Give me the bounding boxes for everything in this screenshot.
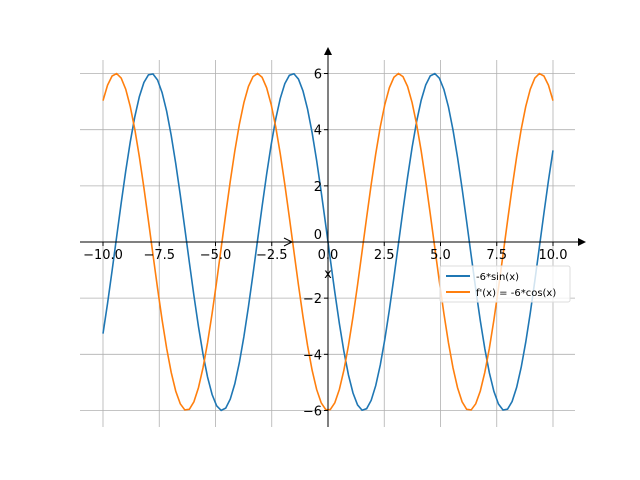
y-tick-label: −2 (303, 292, 322, 307)
x-tick-label: −2.5 (256, 248, 288, 263)
x-tick-label: 0.0 (318, 248, 339, 263)
x-tick-label: 10.0 (539, 248, 568, 263)
ticks: −10.0 −7.5 −5.0 −2.5 0.0 2.5 5.0 7.5 10.0 −6 −4 −2 0… (83, 68, 567, 420)
legend-box (439, 265, 571, 303)
axes (80, 47, 586, 427)
legend-label-cos: f'(x) = -6*cos(x) (476, 288, 556, 299)
x-tick-label: −10.0 (83, 248, 123, 263)
y-label-marker-icon (283, 237, 294, 247)
x-axis-label: x (324, 267, 332, 282)
y-tick-label: 4 (314, 124, 322, 139)
y-tick-label: −6 (303, 404, 322, 419)
x-axis-arrow-icon (578, 238, 586, 246)
y-axis-arrow-icon (324, 47, 332, 55)
legend: -6*sin(x) f'(x) = -6*cos(x) (439, 265, 571, 303)
y-tick-label: 0 (314, 228, 322, 243)
x-tick-label: 5.0 (430, 248, 451, 263)
y-tick-label: 2 (314, 180, 322, 195)
x-tick-label: −7.5 (143, 248, 175, 263)
y-tick-label: −4 (303, 348, 322, 363)
x-tick-label: 2.5 (374, 248, 395, 263)
x-tick-label: −5.0 (200, 248, 232, 263)
x-tick-label: 7.5 (486, 248, 507, 263)
y-tick-label: 6 (314, 68, 322, 83)
legend-label-sin: -6*sin(x) (476, 272, 519, 283)
